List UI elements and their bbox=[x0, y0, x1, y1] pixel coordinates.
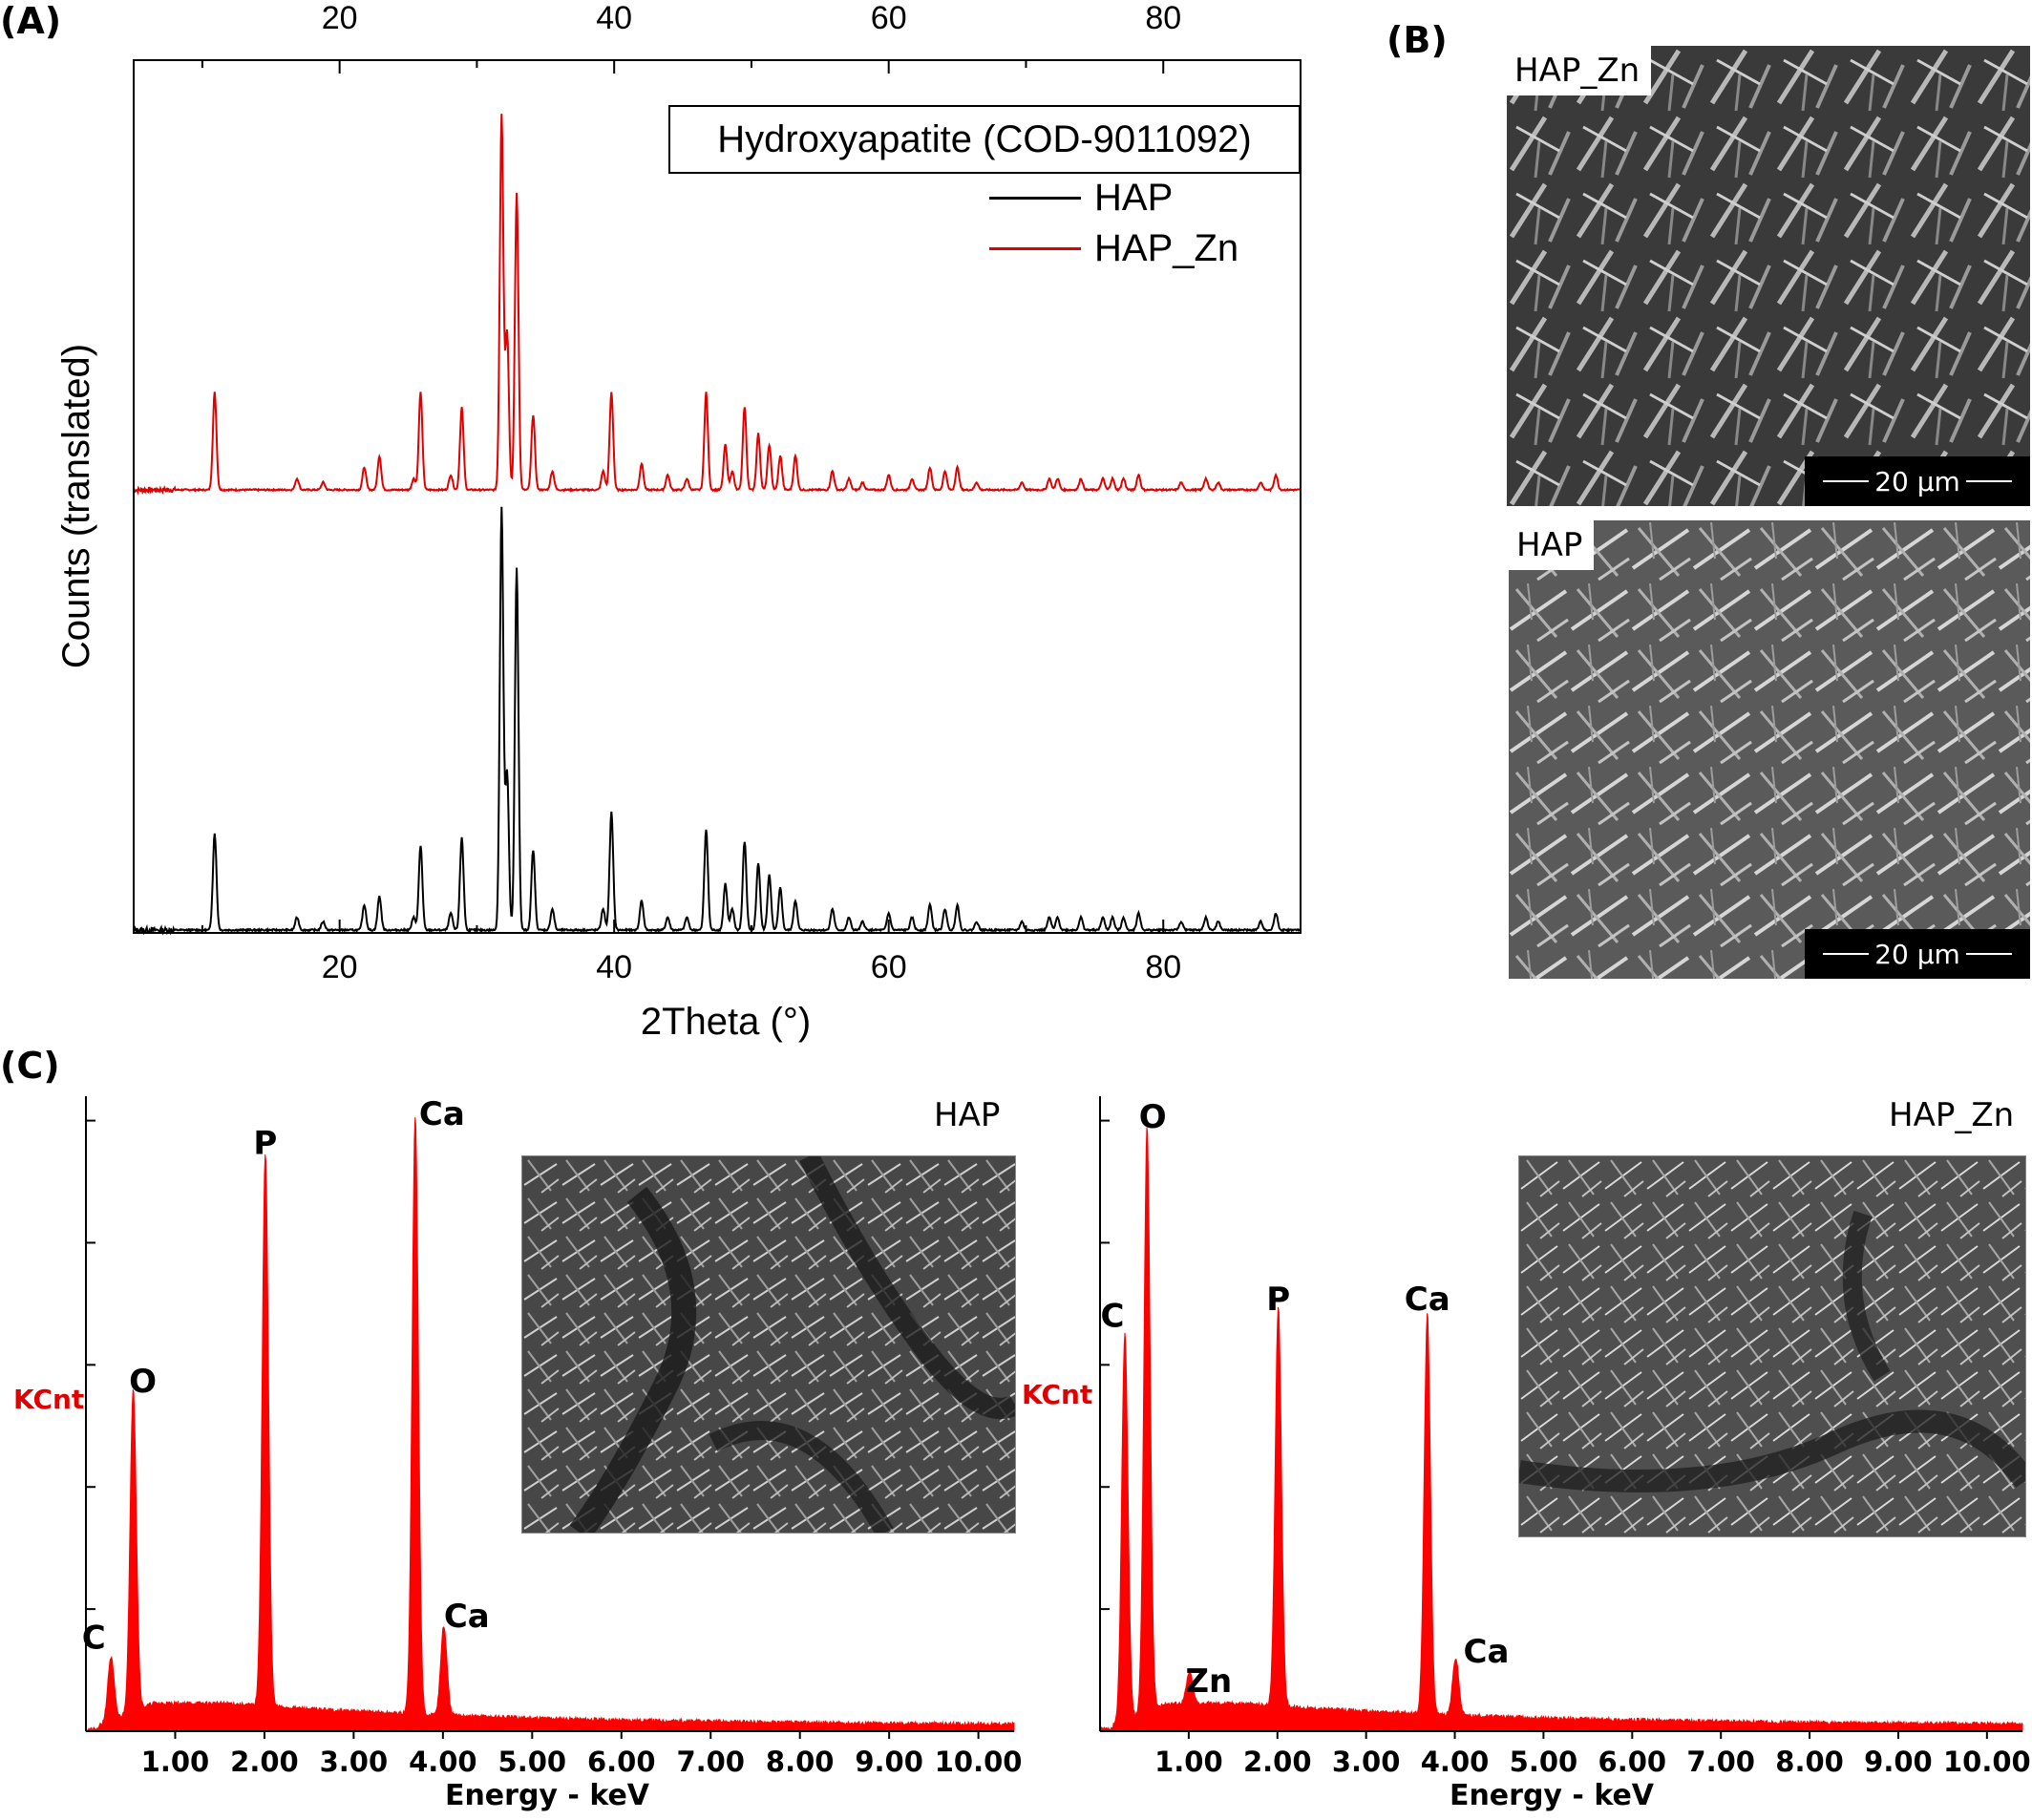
eds-spectrum-area bbox=[85, 1117, 1015, 1732]
xrd-series-line-hap-zn bbox=[133, 114, 1301, 496]
sem-label-hap: HAP bbox=[1509, 520, 1595, 570]
legend-label-hap-zn: HAP_Zn bbox=[1094, 227, 1239, 269]
eds-spectrum-area bbox=[1099, 1127, 2023, 1732]
xrd-y-axis-label: Counts (translated) bbox=[55, 344, 97, 668]
eds-x-tick-label: 3.00 bbox=[1332, 1746, 1401, 1778]
xrd-legend-title-box: Hydroxyapatite (COD-9011092) bbox=[668, 105, 1301, 174]
eds-peak-label: Ca bbox=[1464, 1633, 1510, 1671]
sem-image-hap: HAP 20 μm bbox=[1509, 520, 2030, 979]
eds-peak-label: Ca bbox=[1405, 1280, 1450, 1319]
eds-x-tick-label: 4.00 bbox=[1421, 1746, 1490, 1778]
eds-x-tick-label: 6.00 bbox=[1598, 1746, 1667, 1778]
eds-x-tick-label: 4.00 bbox=[409, 1746, 477, 1778]
eds-peak-label: O bbox=[129, 1363, 157, 1401]
sem-texture-hap-zn bbox=[1507, 46, 2030, 506]
scale-bar-bottom: 20 μm bbox=[1805, 929, 2030, 979]
eds-x-tick-label: 8.00 bbox=[766, 1746, 835, 1778]
eds-inset-label-hap: HAP bbox=[934, 1096, 1001, 1134]
eds-inset-texture-hap-zn bbox=[1519, 1156, 2025, 1536]
sem-label-hap-zn: HAP_Zn bbox=[1507, 46, 1652, 95]
eds-x-tick-label: 10.00 bbox=[935, 1746, 1023, 1778]
eds-inset-image-hap-zn bbox=[1518, 1155, 2026, 1537]
legend-item-hap: HAP bbox=[989, 177, 1173, 220]
eds-xlabel-hap-zn: Energy - keV bbox=[1450, 1779, 1655, 1812]
xrd-top-tick-label: 20 bbox=[322, 0, 358, 36]
eds-axes-hap-zn: 1.00 2.00 3.00 4.00 5.00 6.00 7.00 8.00 9.00 10.0… bbox=[1099, 1096, 2031, 1778]
eds-axes-hap: 1.00 2.00 3.00 4.00 5.00 6.00 7.00 8.00 9.00 10.0… bbox=[82, 1095, 1023, 1778]
xrd-legend-title: Hydroxyapatite (COD-9011092) bbox=[717, 117, 1252, 160]
legend-line-hap-zn bbox=[989, 247, 1081, 250]
legend-label-hap: HAP bbox=[1094, 177, 1174, 219]
eds-x-tick-label: 3.00 bbox=[320, 1746, 389, 1778]
eds-chart-hap-zn: 1.00 2.00 3.00 4.00 5.00 6.00 7.00 8.00 9.00 10.0… bbox=[1022, 1096, 2031, 1812]
eds-spectrum-hap-zn bbox=[1099, 1127, 2023, 1732]
xrd-series-group bbox=[133, 114, 1302, 936]
eds-inset-label-hap-zn: HAP_Zn bbox=[1889, 1096, 2015, 1134]
eds-x-tick-label: 7.00 bbox=[676, 1746, 745, 1778]
eds-x-tick-label: 5.00 bbox=[1510, 1746, 1578, 1778]
scale-bar-text-top: 20 μm bbox=[1874, 465, 1960, 497]
eds-peak-label: Zn bbox=[1185, 1662, 1232, 1701]
eds-peak-label: O bbox=[1139, 1098, 1167, 1136]
xrd-bottom-tick-label: 40 bbox=[596, 949, 632, 985]
sem-image-hap-zn: HAP_Zn 20 μm bbox=[1507, 46, 2030, 506]
legend-item-hap-zn: HAP_Zn bbox=[989, 227, 1238, 270]
sem-texture-hap bbox=[1509, 520, 2030, 979]
eds-inset-texture-hap bbox=[522, 1156, 1015, 1533]
xrd-chart: 20 20 40 40 60 60 80 80 2Theta (°) Counts (tran… bbox=[55, 0, 1302, 1043]
eds-x-tick-label: 2.00 bbox=[1243, 1746, 1312, 1778]
xrd-top-tick-label: 40 bbox=[596, 0, 632, 36]
eds-x-tick-label: 8.00 bbox=[1775, 1746, 1844, 1778]
eds-chart-hap: 1.00 2.00 3.00 4.00 5.00 6.00 7.00 8.00 9.00 10.0… bbox=[13, 1095, 1023, 1812]
panel-label-a: (A) bbox=[0, 0, 62, 42]
eds-peak-label: P bbox=[1266, 1280, 1290, 1319]
eds-x-tick-label: 6.00 bbox=[587, 1746, 656, 1778]
eds-peak-label: Ca bbox=[444, 1598, 490, 1636]
xrd-bottom-tick-label: 80 bbox=[1145, 949, 1181, 985]
eds-ylabel-hap-zn: KCnt bbox=[1022, 1379, 1092, 1410]
eds-x-tick-label: 5.00 bbox=[498, 1746, 567, 1778]
eds-peak-label: C bbox=[82, 1619, 106, 1658]
eds-x-tick-label: 9.00 bbox=[855, 1746, 923, 1778]
scale-bar-text-bottom: 20 μm bbox=[1874, 938, 1960, 970]
eds-x-tick-label: 1.00 bbox=[141, 1746, 210, 1778]
xrd-top-tick-label: 60 bbox=[871, 0, 907, 36]
scale-bar-top: 20 μm bbox=[1805, 456, 2030, 506]
xrd-axes-group: 20 20 40 40 60 60 80 80 bbox=[133, 0, 1302, 985]
panel-label-c: (C) bbox=[0, 1045, 60, 1087]
eds-x-tick-label: 9.00 bbox=[1864, 1746, 1933, 1778]
eds-peak-label: P bbox=[253, 1124, 277, 1162]
legend-line-hap bbox=[989, 197, 1081, 200]
xrd-bottom-tick-label: 20 bbox=[322, 949, 358, 985]
xrd-series-line-hap bbox=[133, 506, 1302, 936]
eds-x-tick-label: 10.00 bbox=[1943, 1746, 2031, 1778]
xrd-bottom-tick-label: 60 bbox=[871, 949, 907, 985]
eds-spectrum-hap bbox=[85, 1117, 1015, 1732]
xrd-x-axis-label: 2Theta (°) bbox=[641, 1001, 811, 1043]
xrd-plot-frame bbox=[133, 59, 1302, 934]
eds-x-tick-label: 1.00 bbox=[1154, 1746, 1223, 1778]
panel-label-b: (B) bbox=[1386, 19, 1448, 61]
eds-x-tick-label: 2.00 bbox=[230, 1746, 299, 1778]
eds-ylabel-hap: KCnt bbox=[13, 1384, 84, 1415]
eds-inset-image-hap bbox=[521, 1155, 1016, 1534]
xrd-top-tick-label: 80 bbox=[1145, 0, 1181, 36]
eds-peak-label: C bbox=[1101, 1297, 1125, 1335]
eds-x-tick-label: 7.00 bbox=[1686, 1746, 1755, 1778]
eds-xlabel-hap: Energy - keV bbox=[445, 1779, 650, 1812]
eds-peak-label: Ca bbox=[419, 1095, 465, 1133]
